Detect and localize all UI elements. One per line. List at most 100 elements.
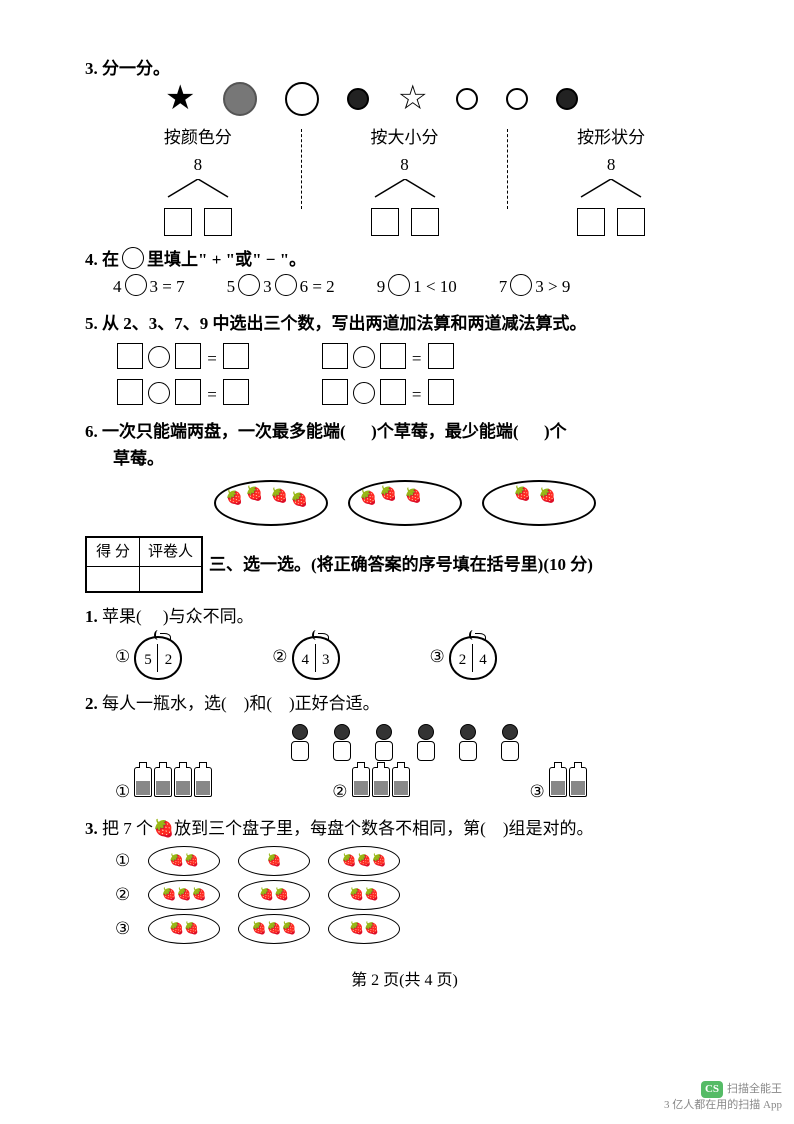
- answer-box[interactable]: [428, 379, 454, 405]
- s3q3-row: ③🍓🍓🍓🍓🍓🍓🍓: [115, 914, 724, 944]
- s3q3-row: ①🍓🍓🍓🍓🍓🍓: [115, 846, 724, 876]
- circle-blank-icon[interactable]: [148, 382, 170, 404]
- answer-box[interactable]: [223, 343, 249, 369]
- circle-blank-icon[interactable]: [388, 274, 410, 296]
- option-num: ①: [115, 778, 130, 805]
- option: ①: [115, 767, 212, 805]
- circle-blank-icon[interactable]: [238, 274, 260, 296]
- s3q3-row: ②🍓🍓🍓🍓🍓🍓🍓: [115, 880, 724, 910]
- t: )和(: [244, 694, 272, 713]
- answer-box[interactable]: [322, 343, 348, 369]
- option-num: ②: [332, 778, 347, 805]
- q3-group-total: 8: [518, 151, 704, 178]
- answer-box[interactable]: [371, 208, 399, 236]
- option: ③24: [430, 636, 497, 680]
- circle-blank-icon[interactable]: [125, 274, 147, 296]
- q3-group-label: 按形状分: [518, 124, 704, 151]
- t: 4: [113, 277, 122, 296]
- answer-box[interactable]: [380, 379, 406, 405]
- s3-question-3: 3. 把 7 个🍓放到三个盘子里，每盘个数各不相同，第( )组是对的。 ①🍓🍓🍓…: [85, 815, 724, 944]
- answer-box[interactable]: [617, 208, 645, 236]
- n: 2: [165, 648, 173, 672]
- question-5: 5. 从 2、3、7、9 中选出三个数，写出两道加法算和两道减法算式。 = = …: [85, 310, 724, 408]
- t: )个: [544, 422, 567, 441]
- q4-item: 73 > 9: [499, 273, 571, 300]
- scanner-watermark: CS扫描全能王 3 亿人都在用的扫描 App: [664, 1081, 782, 1112]
- q3-num: 3.: [85, 59, 98, 78]
- divider-icon: [301, 129, 302, 209]
- q6-plates: 🍓🍓🍓🍓 🍓🍓🍓 🍓🍓: [85, 480, 724, 526]
- option-num: ③: [530, 778, 545, 805]
- t: )个草莓，最少能端(: [371, 422, 518, 441]
- s3-question-2: 2. 每人一瓶水，选( )和( )正好合适。 ① ② ③: [85, 690, 724, 804]
- answer-box[interactable]: [223, 379, 249, 405]
- answer-box[interactable]: [322, 379, 348, 405]
- s3q2-text: 每人一瓶水，选( )和( )正好合适。: [102, 694, 380, 713]
- option-num: ②: [115, 881, 130, 908]
- circle-large-outline-icon: [285, 82, 319, 116]
- score-cell[interactable]: [87, 567, 140, 592]
- t: 3 > 9: [535, 277, 570, 296]
- answer-box[interactable]: [380, 343, 406, 369]
- section-3-heading: 三、选一选。(将正确答案的序号填在括号里)(10 分): [209, 551, 593, 578]
- q4-title-b: 里填上" + "或" − "。: [147, 250, 306, 269]
- answer-box[interactable]: [577, 208, 605, 236]
- circle-blank-icon[interactable]: [353, 346, 375, 368]
- s3q1-num: 1.: [85, 607, 98, 626]
- circle-blank-icon[interactable]: [122, 247, 144, 269]
- q3-group-total: 8: [312, 151, 498, 178]
- option: ②43: [272, 636, 339, 680]
- answer-box[interactable]: [204, 208, 232, 236]
- answer-box[interactable]: [428, 343, 454, 369]
- answer-box[interactable]: [164, 208, 192, 236]
- t: 每人一瓶水，选(: [102, 694, 227, 713]
- star-filled-icon: ★: [165, 82, 195, 116]
- answer-box[interactable]: [411, 208, 439, 236]
- option: ③: [530, 767, 587, 805]
- answer-box[interactable]: [175, 379, 201, 405]
- person-icon: [414, 724, 438, 761]
- plate-icon: 🍓🍓🍓: [348, 480, 462, 526]
- scanner-brand: 扫描全能王: [727, 1083, 782, 1095]
- q3-shapes-row: ★ ☆: [165, 82, 724, 116]
- circle-blank-icon[interactable]: [275, 274, 297, 296]
- t: 6 = 2: [300, 277, 335, 296]
- grader-cell[interactable]: [140, 567, 202, 592]
- person-icon: [288, 724, 312, 761]
- plate-icon: 🍓🍓: [328, 880, 400, 910]
- circle-blank-icon[interactable]: [148, 346, 170, 368]
- option-num: ①: [115, 847, 130, 874]
- t: 苹果(: [102, 607, 142, 626]
- apple-icon: 52: [134, 636, 182, 680]
- option-num: ①: [115, 643, 130, 670]
- q4-title-a: 在: [102, 250, 119, 269]
- question-3: 3. 分一分。 ★ ☆ 按颜色分 8 按大小分 8: [85, 55, 724, 236]
- s3q3-num: 3.: [85, 819, 98, 838]
- score-label: 得 分: [87, 538, 140, 567]
- option: ①52: [115, 636, 182, 680]
- plate-icon: 🍓🍓🍓: [148, 880, 220, 910]
- answer-box[interactable]: [117, 343, 143, 369]
- page-footer: 第 2 页(共 4 页): [85, 968, 724, 994]
- q4-num: 4.: [85, 250, 98, 269]
- n: 2: [459, 648, 467, 672]
- q3-group-shape: 按形状分 8: [518, 124, 704, 236]
- q3-groups: 按颜色分 8 按大小分 8 按形状分 8: [105, 124, 704, 236]
- answer-box[interactable]: [175, 343, 201, 369]
- plate-icon: 🍓🍓: [148, 846, 220, 876]
- apple-icon: 24: [449, 636, 497, 680]
- n: 3: [322, 648, 330, 672]
- plate-icon: 🍓🍓: [482, 480, 596, 526]
- s3-question-1: 1. 苹果( )与众不同。 ①52 ②43 ③24: [85, 603, 724, 680]
- plate-icon: 🍓🍓🍓🍓: [214, 480, 328, 526]
- circle-blank-icon[interactable]: [353, 382, 375, 404]
- circle-blank-icon[interactable]: [510, 274, 532, 296]
- t: 5: [227, 277, 236, 296]
- s3q1-text: 苹果( )与众不同。: [102, 607, 254, 626]
- divider-icon: [507, 129, 508, 209]
- scanner-sub: 3 亿人都在用的扫描 App: [664, 1098, 782, 1112]
- answer-box[interactable]: [117, 379, 143, 405]
- s3q3-text: 把 7 个🍓放到三个盘子里，每盘个数各不相同，第( )组是对的。: [102, 819, 594, 838]
- n: 5: [144, 648, 152, 672]
- star-outline-icon: ☆: [397, 82, 427, 116]
